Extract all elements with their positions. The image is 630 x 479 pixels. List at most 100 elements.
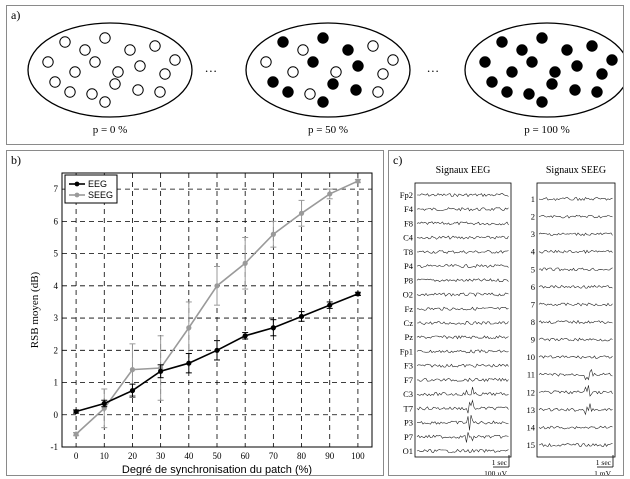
eeg-trace [416,250,509,254]
x-tick-label: 40 [184,451,194,461]
eeg-channel-label: P8 [404,275,413,285]
eeg-channel-label: Fz [405,304,414,314]
seeg-channel-label: 11 [527,370,535,380]
desynchronized-source-dot [49,76,61,88]
synchronized-source-dot [516,44,528,56]
caption-p100: p = 100 % [524,124,570,136]
synchronized-source-dot [352,60,364,72]
x-tick-label: 20 [128,451,138,461]
eeg-title: Signaux EEG [436,165,491,176]
signals-figure: Signaux EEG Fp2 F4 F8 C4 T8 P4 P8 O2 Fz Cz Pz Fp1 F3 F… [400,165,616,475]
seeg-channel-label: 14 [527,422,536,432]
x-tick-label: 30 [156,451,166,461]
seeg-trace [538,285,613,289]
synchronized-source-dot [546,78,558,90]
y-tick-label: 4 [54,281,59,291]
eeg-trace [416,363,509,368]
desynchronized-source-dot [109,78,121,90]
seeg-channel-label: 13 [527,405,536,415]
eeg-trace [416,221,509,226]
seeg-channel-label: 10 [527,352,536,362]
desynchronized-source-dot [169,54,181,66]
y-tick-label: 1 [54,378,59,388]
data-point-seeg [242,260,248,266]
eeg-trace [416,292,509,297]
synchronized-source-dot [342,44,354,56]
eeg-channel-label: C4 [403,233,414,243]
synchronized-source-dot [571,60,583,72]
eeg-channel-label: P4 [404,261,414,271]
data-point-seeg [327,191,333,197]
synchronized-source-dot [486,76,498,88]
eeg-trace [416,349,509,354]
eeg-trace [416,432,509,443]
seeg-trace [538,267,613,272]
desynchronized-source-dot [99,96,111,108]
eeg-channel-label: O1 [403,446,413,456]
desynchronized-source-dot [132,84,144,96]
desynchronized-source-dot [42,56,54,68]
eeg-frame [414,182,512,458]
panel-b: b) 0 10 20 30 40 50 60 70 80 90 100 -1 0 1 2 3 4 5 6 7 Degré… [6,150,384,476]
desynchronized-source-dot [330,66,342,78]
seeg-trace [538,442,613,447]
ellipse-2 [464,22,623,118]
seeg-trace [538,385,613,397]
seeg-trace [538,232,613,237]
desynchronized-source-dot [89,56,101,68]
seeg-channel-label: 9 [531,335,535,345]
synchronized-source-dot [523,88,535,100]
seeg-trace [538,403,613,416]
seeg-channel-label: 12 [527,387,536,397]
eeg-channel-label: Fp1 [400,346,413,356]
seeg-channel-label: 3 [531,229,535,239]
desynchronized-source-dot [287,66,299,78]
seeg-channel-label: 1 [531,194,535,204]
desynchronized-source-dot [367,40,379,52]
seeg-channel-label: 6 [531,282,535,292]
eeg-channel-label: F4 [404,204,414,214]
ellipse-1 [245,22,411,118]
eeg-trace [417,321,509,325]
y-tick-label: -1 [51,442,59,452]
desynchronized-source-dot [112,66,124,78]
eeg-channel-label: P7 [404,432,413,442]
seeg-channel-label: 8 [531,317,535,327]
eeg-trace [416,448,509,453]
eeg-channel-label: T8 [404,247,413,257]
desynchronized-source-dot [134,60,146,72]
desynchronized-source-dot [377,68,389,80]
eeg-trace [416,335,509,340]
data-point-eeg [270,325,276,331]
eeg-channel-label: T7 [404,403,413,413]
seeg-trace [538,302,613,307]
data-point-seeg [214,283,220,289]
desynchronized-source-dot [387,54,399,66]
seeg-channel-label: 7 [531,299,535,309]
legend-label-seeg: SEEG [88,190,113,200]
seeg-frame [536,182,616,458]
eeg-channel-label: C3 [403,389,413,399]
eeg-trace [417,193,509,198]
y-tick-label: 7 [54,184,59,194]
panel-a: a) ... ... p = 0 % p = 50 % p = 100 % [6,5,624,145]
synchronized-source-dot [267,76,279,88]
x-tick-label: 80 [297,451,307,461]
y-tick-label: 6 [54,216,59,226]
seeg-trace [538,355,613,359]
seeg-channel-label: 2 [531,212,535,222]
y-tick-label: 2 [54,345,59,355]
synchronized-source-dot [586,40,598,52]
y-tick-label: 3 [54,313,59,323]
data-point-eeg [327,302,333,308]
seeg-trace [538,197,613,202]
eeg-channel-label: F7 [404,375,413,385]
eeg-channel-label: P3 [404,418,413,428]
y-tick-label: 5 [54,249,59,259]
eeg-trace [416,415,509,431]
desynchronized-source-dot [79,44,91,56]
data-point-eeg [242,333,248,339]
data-point-seeg [355,178,361,184]
x-tick-label: 90 [325,451,335,461]
eeg-channel-label: Fp2 [400,190,413,200]
